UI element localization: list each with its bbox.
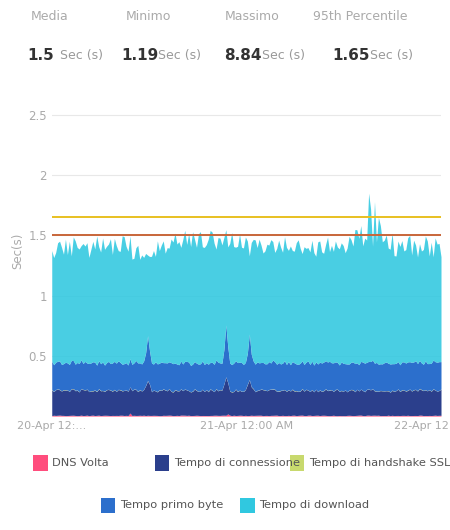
Text: 95th Percentile: 95th Percentile xyxy=(313,11,407,23)
Text: Sec (s): Sec (s) xyxy=(370,49,413,62)
Text: Sec (s): Sec (s) xyxy=(158,49,202,62)
Text: 1.19: 1.19 xyxy=(121,48,158,63)
Bar xyxy=(33,455,48,471)
Text: Tempo di handshake SSL: Tempo di handshake SSL xyxy=(309,458,450,469)
Y-axis label: Sec(s): Sec(s) xyxy=(11,232,24,269)
Text: 8.84: 8.84 xyxy=(224,48,262,63)
Bar xyxy=(290,455,304,471)
Text: 1.65: 1.65 xyxy=(332,48,370,63)
Text: Media: Media xyxy=(31,11,68,23)
Text: Tempo di download: Tempo di download xyxy=(259,500,369,510)
Text: Sec (s): Sec (s) xyxy=(262,49,305,62)
Bar xyxy=(101,498,115,514)
Bar xyxy=(240,498,255,514)
Text: Tempo primo byte: Tempo primo byte xyxy=(120,500,223,510)
Text: Tempo di connessione: Tempo di connessione xyxy=(174,458,300,469)
Text: Minimo: Minimo xyxy=(126,11,171,23)
Text: Massimo: Massimo xyxy=(225,11,279,23)
Text: DNS Volta: DNS Volta xyxy=(52,458,109,469)
Text: 1.5: 1.5 xyxy=(27,48,54,63)
Text: Sec (s): Sec (s) xyxy=(59,49,103,62)
Bar xyxy=(155,455,169,471)
